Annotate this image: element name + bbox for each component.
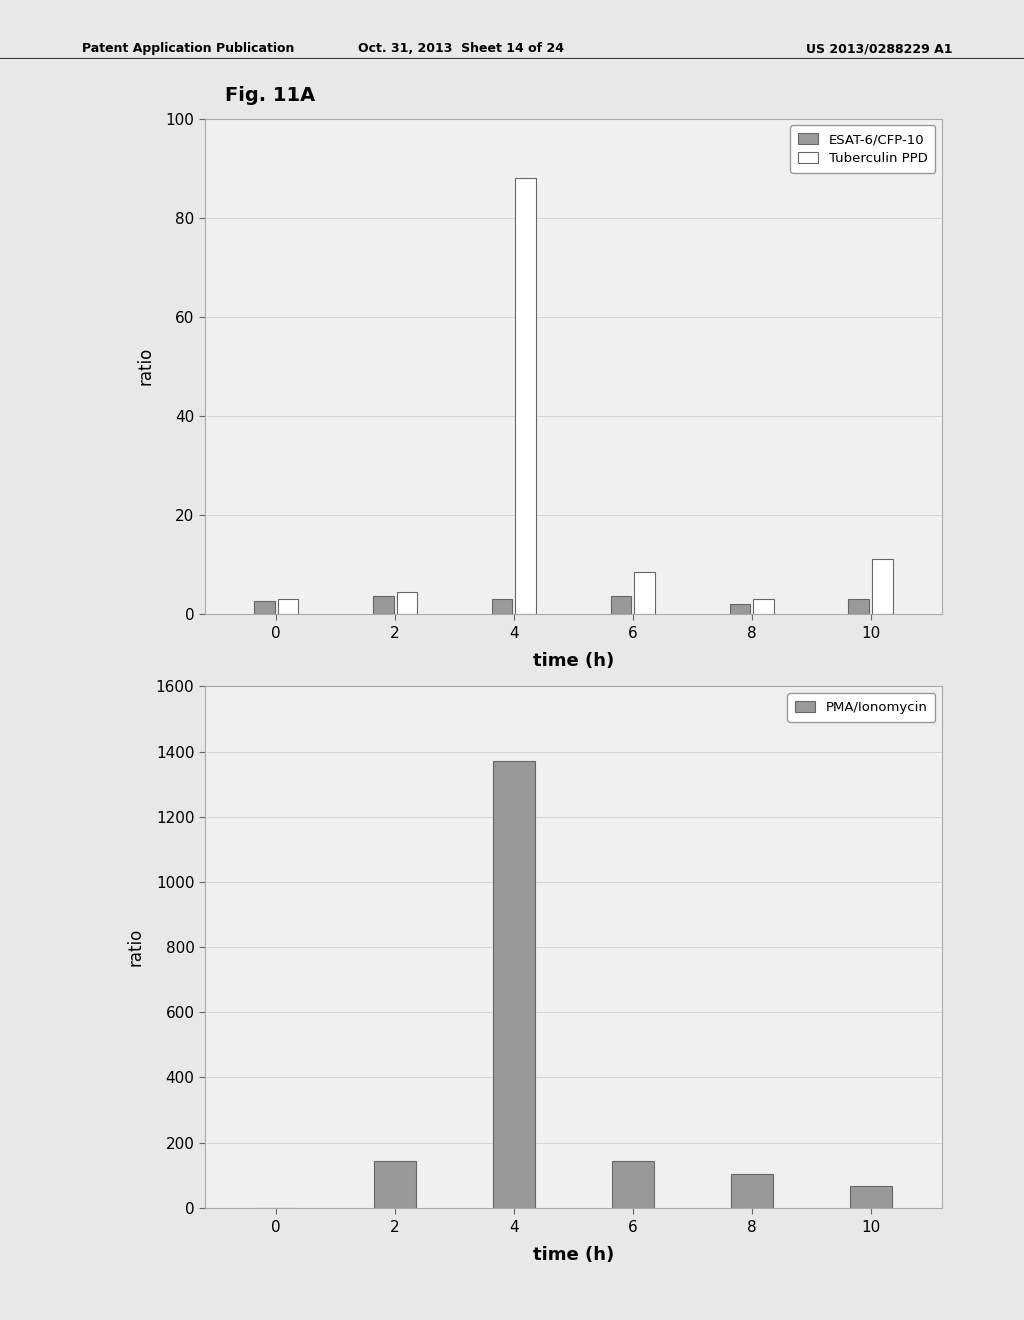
Text: Oct. 31, 2013  Sheet 14 of 24: Oct. 31, 2013 Sheet 14 of 24: [357, 42, 564, 55]
X-axis label: time (h): time (h): [532, 1246, 614, 1265]
Bar: [754, 599, 774, 614]
Bar: [373, 597, 393, 614]
Bar: [872, 560, 893, 614]
Bar: [729, 605, 751, 614]
Bar: [494, 762, 535, 1208]
Bar: [278, 599, 298, 614]
Text: Fig. 11A: Fig. 11A: [225, 86, 315, 104]
Bar: [374, 1160, 416, 1208]
Bar: [849, 599, 869, 614]
Legend: ESAT-6/CFP-10, Tuberculin PPD: ESAT-6/CFP-10, Tuberculin PPD: [791, 125, 936, 173]
Bar: [254, 602, 274, 614]
Bar: [731, 1173, 773, 1208]
Y-axis label: ratio: ratio: [136, 347, 155, 385]
Y-axis label: ratio: ratio: [127, 928, 144, 966]
Text: US 2013/0288229 A1: US 2013/0288229 A1: [806, 42, 952, 55]
Bar: [635, 572, 655, 614]
Legend: PMA/Ionomycin: PMA/Ionomycin: [787, 693, 936, 722]
Bar: [610, 597, 632, 614]
Bar: [396, 591, 418, 614]
Bar: [492, 599, 512, 614]
Bar: [612, 1160, 653, 1208]
X-axis label: time (h): time (h): [532, 652, 614, 671]
Text: Patent Application Publication: Patent Application Publication: [82, 42, 294, 55]
Bar: [515, 178, 537, 614]
Bar: [850, 1185, 892, 1208]
